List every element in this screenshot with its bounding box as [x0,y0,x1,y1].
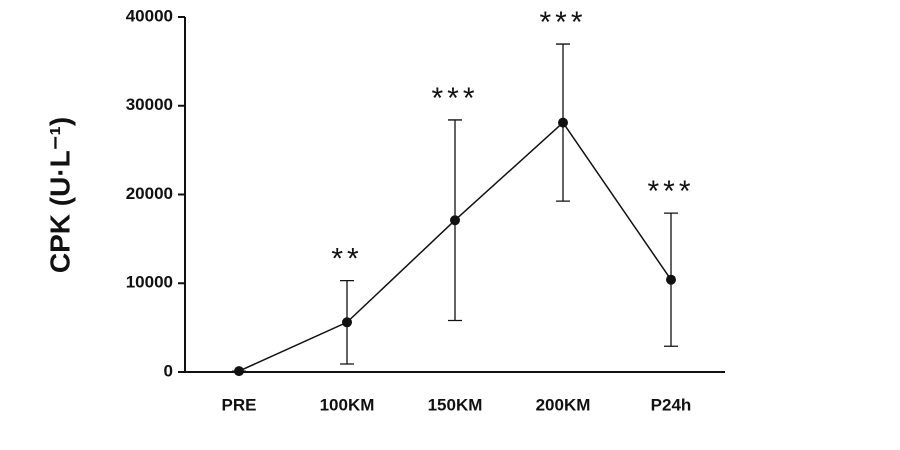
significance: *** [431,82,478,115]
significance: *** [647,175,694,208]
x-tick-label: PRE [222,395,257,414]
point [450,215,460,226]
point [234,366,244,377]
x-tick-label: 150KM [428,395,483,414]
y-axis-label: CPK (U·L⁻¹) [44,117,75,273]
x-tick-label: 200KM [536,395,591,414]
y-tick-label: 30000 [126,95,173,114]
y-tick-label: 40000 [126,6,173,25]
point [342,317,352,328]
y-tick-label: 20000 [126,184,173,203]
y-tick-label: 10000 [126,273,173,292]
y-tick-label: 0 [164,361,173,380]
point [666,274,676,285]
significance: *** [539,6,586,39]
significance: ** [331,243,362,276]
x-tick-label: 100KM [320,395,375,414]
point [558,117,568,128]
x-tick-label: P24h [651,395,692,414]
